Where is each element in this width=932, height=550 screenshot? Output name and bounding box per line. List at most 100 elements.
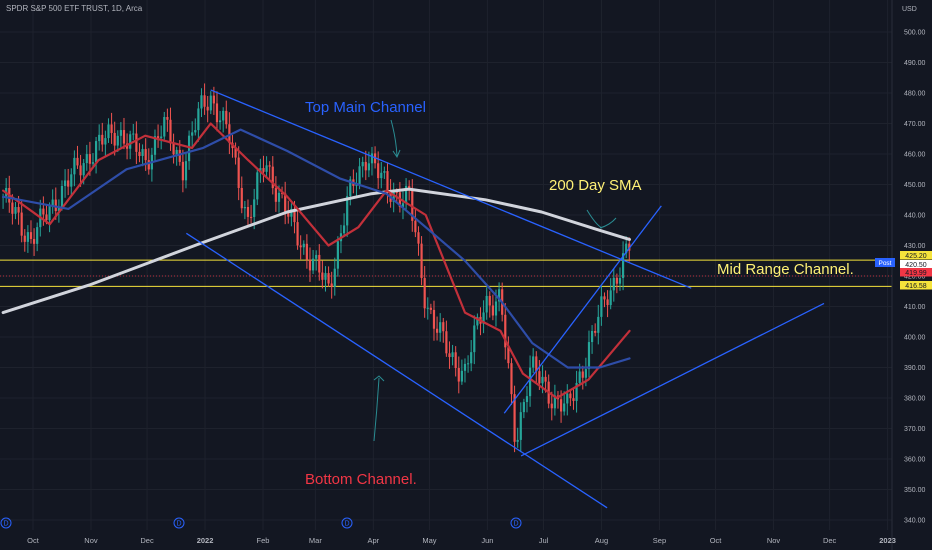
candle-body xyxy=(271,166,274,189)
dividend-marker-label: D xyxy=(513,521,518,528)
candle-body xyxy=(54,199,57,212)
channel-line xyxy=(210,89,692,289)
candle-body xyxy=(383,171,386,173)
price-tick-label: 370.00 xyxy=(904,426,926,433)
price-tick-label: 400.00 xyxy=(904,335,926,342)
candle-body xyxy=(491,305,494,316)
candle-body xyxy=(541,376,544,384)
price-tick-label: 460.00 xyxy=(904,152,926,159)
candle-body xyxy=(426,307,429,309)
candle-body xyxy=(442,322,445,332)
candle-body xyxy=(621,253,625,279)
candle-body xyxy=(215,103,219,123)
candle-body xyxy=(228,124,231,143)
pointer-stroke xyxy=(373,375,385,442)
candle-body xyxy=(20,212,23,236)
candle-body xyxy=(153,136,157,155)
pointer-stroke xyxy=(390,119,401,159)
candle-body xyxy=(575,382,578,401)
time-tick-label: Nov xyxy=(767,536,781,545)
candle-body xyxy=(606,299,609,306)
dividend-marker[interactable] xyxy=(510,517,522,529)
price-tick-label: 340.00 xyxy=(904,518,926,525)
time-tick-label: Nov xyxy=(84,536,98,545)
candle-body xyxy=(160,136,163,139)
time-tick-label: Aug xyxy=(595,536,608,545)
time-tick-label: 2022 xyxy=(197,536,214,545)
dividend-marker[interactable] xyxy=(173,517,185,529)
candle-body xyxy=(172,143,175,155)
time-axis[interactable]: Oct Nov Dec 2022 Feb Mar Apr May Jun Jul Aug Sep Oct… xyxy=(27,536,896,545)
candle-body xyxy=(522,402,525,413)
candle-body xyxy=(612,277,615,291)
candle-body xyxy=(321,272,324,280)
candle-body xyxy=(482,312,485,324)
candle-body xyxy=(274,188,277,202)
candle-body xyxy=(67,180,70,187)
channel-line xyxy=(185,232,608,509)
price-tick-label: 500.00 xyxy=(904,30,926,37)
candle-body xyxy=(107,124,110,139)
candle-body xyxy=(594,330,597,333)
candle-body xyxy=(380,172,383,179)
time-tick-label: Mar xyxy=(309,536,322,545)
dividend-marker-label: D xyxy=(3,521,8,528)
candle-body xyxy=(609,290,612,306)
candle-body xyxy=(485,295,488,313)
price-tag xyxy=(900,268,932,277)
candle-body xyxy=(234,148,237,158)
candle-body xyxy=(101,134,104,145)
channel-line xyxy=(503,205,662,414)
currency-label: USD xyxy=(902,6,917,13)
candle-body xyxy=(597,316,600,333)
horizontal-levels xyxy=(0,259,892,287)
candle-body xyxy=(163,116,166,137)
candle-body xyxy=(156,136,160,139)
candle-body xyxy=(414,220,417,233)
candle-body xyxy=(302,243,305,248)
candle-body xyxy=(553,395,556,409)
candle-body xyxy=(29,232,33,239)
candle-body xyxy=(544,376,547,382)
candle-body xyxy=(377,163,380,179)
candle-body xyxy=(48,205,51,221)
candle-body xyxy=(420,243,423,279)
candle-body xyxy=(218,120,222,123)
candle-body xyxy=(590,330,594,343)
time-tick-label: Apr xyxy=(368,536,380,545)
price-tag xyxy=(900,251,932,260)
candle-body xyxy=(138,151,141,157)
dividend-marker[interactable] xyxy=(341,517,353,529)
candle-body xyxy=(435,328,439,333)
candle-body xyxy=(169,119,172,144)
candle-body xyxy=(98,134,101,142)
candle-body xyxy=(73,157,76,175)
price-tick-label: 450.00 xyxy=(904,182,926,189)
price-tag xyxy=(900,260,932,269)
candle-body xyxy=(463,363,467,371)
price-axis[interactable]: USD 340.00 350.00 360.00 370.00 380.00 390.00 4… xyxy=(875,0,932,550)
price-tick-label: 380.00 xyxy=(904,396,926,403)
candle-body xyxy=(497,289,501,302)
price-tick-label: 430.00 xyxy=(904,243,926,250)
chart-title: SPDR S&P 500 ETF TRUST, 1D, Arca xyxy=(6,4,143,13)
candle-body xyxy=(17,207,20,213)
price-tick-label: 360.00 xyxy=(904,457,926,464)
candle-body xyxy=(265,165,268,172)
dividend-marker[interactable] xyxy=(0,517,12,529)
candle-body xyxy=(70,174,73,187)
candle-body xyxy=(63,180,67,186)
candle-body xyxy=(14,207,17,214)
candle-body xyxy=(448,353,451,358)
candle-body xyxy=(51,199,54,206)
candle-body xyxy=(525,396,529,403)
candle-body xyxy=(600,296,603,317)
candle-body xyxy=(11,202,14,214)
candle-body xyxy=(119,130,122,136)
candle-body xyxy=(439,322,442,333)
annotation-label: 200 Day SMA xyxy=(549,177,642,194)
annotation-label: Bottom Channel. xyxy=(305,471,417,488)
dividend-marker-label: D xyxy=(344,521,349,528)
